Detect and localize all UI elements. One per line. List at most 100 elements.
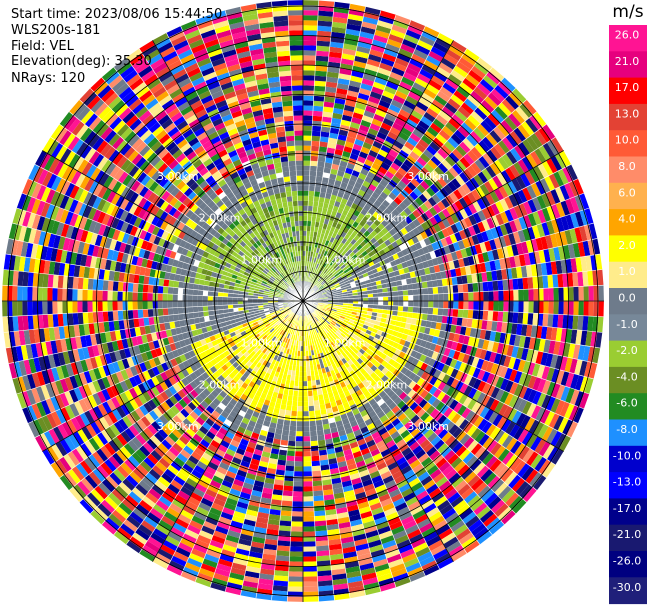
- velocity-gate: [433, 223, 442, 233]
- velocity-gate: [489, 162, 501, 176]
- velocity-gate: [412, 463, 424, 474]
- velocity-gate: [553, 341, 561, 356]
- velocity-gate: [429, 183, 440, 194]
- velocity-gate: [452, 241, 461, 252]
- velocity-gate: [328, 132, 339, 140]
- velocity-gate: [321, 116, 332, 123]
- velocity-gate: [364, 137, 375, 146]
- velocity-gate: [390, 393, 399, 402]
- velocity-gate: [396, 280, 403, 287]
- velocity-gate: [316, 291, 322, 295]
- velocity-gate: [290, 410, 298, 417]
- velocity-gate: [287, 316, 292, 322]
- velocity-gate: [577, 241, 586, 258]
- velocity-gate: [356, 230, 364, 238]
- velocity-gate: [357, 92, 370, 101]
- velocity-gate: [349, 260, 356, 266]
- velocity-gate: [280, 404, 287, 410]
- velocity-gate: [450, 324, 457, 334]
- velocity-gate: [340, 536, 355, 544]
- velocity-gate: [321, 346, 326, 353]
- velocity-gate: [265, 361, 272, 368]
- velocity-gate: [567, 343, 576, 359]
- ray-separator: [302, 300, 481, 545]
- velocity-gate: [394, 421, 404, 431]
- velocity-gate: [435, 271, 442, 280]
- velocity-gate: [545, 326, 553, 341]
- ray-separator: [302, 192, 585, 302]
- velocity-gate: [210, 457, 221, 467]
- velocity-gate: [434, 425, 445, 436]
- velocity-gate: [497, 81, 513, 96]
- velocity-gate: [518, 216, 528, 230]
- velocity-gate: [512, 231, 521, 244]
- velocity-gate: [344, 246, 350, 253]
- velocity-gate: [274, 565, 290, 572]
- velocity-gate: [385, 43, 400, 53]
- velocity-gate: [359, 256, 367, 263]
- velocity-gate: [363, 11, 380, 20]
- velocity-gate: [428, 103, 442, 115]
- velocity-gate: [199, 438, 211, 449]
- velocity-gate: [467, 398, 477, 411]
- velocity-gate: [120, 462, 133, 475]
- ray-separator: [125, 300, 304, 545]
- velocity-gate: [250, 458, 261, 466]
- velocity-gate: [416, 435, 428, 446]
- velocity-gate: [252, 338, 259, 345]
- velocity-gate: [321, 249, 326, 256]
- velocity-gate: [488, 411, 499, 424]
- velocity-gate: [240, 348, 248, 355]
- velocity-gate: [382, 539, 397, 549]
- velocity-gate: [315, 258, 320, 264]
- velocity-gate: [444, 155, 456, 167]
- velocity-gate: [436, 200, 446, 211]
- velocity-gate: [406, 137, 418, 147]
- velocity-gate: [166, 408, 177, 419]
- velocity-gate: [336, 288, 342, 292]
- velocity-gate: [400, 176, 411, 186]
- velocity-gate: [467, 225, 477, 237]
- velocity-gate: [430, 515, 445, 527]
- velocity-gate: [362, 520, 376, 529]
- velocity-gate: [225, 534, 240, 544]
- velocity-gate: [414, 513, 429, 525]
- velocity-gate: [303, 346, 306, 352]
- velocity-gate: [425, 483, 439, 495]
- velocity-gate: [202, 434, 213, 444]
- velocity-gate: [435, 190, 445, 201]
- velocity-gate: [79, 499, 94, 514]
- velocity-gate: [364, 525, 378, 534]
- velocity-gate: [333, 280, 339, 286]
- velocity-gate: [527, 389, 538, 403]
- velocity-gate: [500, 169, 512, 184]
- velocity-gate: [473, 86, 488, 100]
- velocity-gate: [534, 456, 547, 472]
- velocity-gate: [360, 233, 367, 241]
- velocity-gate: [319, 311, 324, 316]
- velocity-gate: [466, 318, 473, 328]
- velocity-gate: [336, 336, 342, 342]
- velocity-gate: [407, 283, 413, 290]
- velocity-gate: [361, 345, 368, 352]
- velocity-gate: [338, 327, 344, 333]
- velocity-gate: [484, 240, 492, 252]
- velocity-gate: [314, 520, 327, 527]
- velocity-gate: [496, 342, 505, 355]
- velocity-gate: [588, 285, 594, 301]
- velocity-gate: [534, 148, 547, 164]
- velocity-gate: [326, 448, 336, 455]
- velocity-gate: [236, 543, 251, 552]
- velocity-gate: [303, 50, 317, 56]
- velocity-gate: [412, 146, 423, 157]
- velocity-gate: [180, 486, 193, 497]
- velocity-gate: [446, 215, 455, 226]
- velocity-gate: [292, 365, 297, 371]
- velocity-gate: [326, 291, 333, 295]
- velocity-gate: [538, 249, 546, 264]
- velocity-gate: [115, 506, 130, 520]
- velocity-gate: [223, 406, 232, 415]
- velocity-gate: [362, 141, 373, 150]
- velocity-gate: [430, 272, 437, 281]
- velocity-gate: [405, 67, 420, 78]
